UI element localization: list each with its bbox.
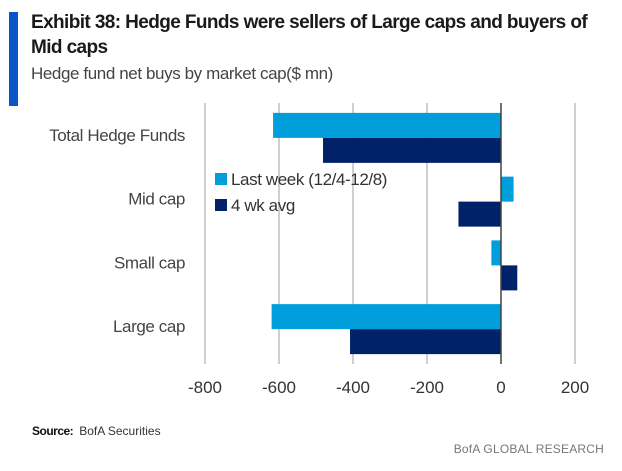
source-text: BofA Securities	[79, 424, 161, 438]
title-accent-bar	[9, 12, 18, 106]
source-note: Source: BofA Securities	[32, 424, 161, 438]
category-label: Large cap	[113, 317, 185, 336]
chart-title: Exhibit 38: Hedge Funds were sellers of …	[31, 12, 588, 58]
category-label: Total Hedge Funds	[49, 126, 185, 145]
bar-4wk-avg	[458, 201, 501, 227]
legend-label: 4 wk avg	[231, 196, 295, 215]
x-tick-label: 0	[496, 378, 505, 397]
bar-4wk-avg	[501, 265, 518, 291]
chart-subtitle: Hedge fund net buys by market cap($ mn)	[31, 64, 333, 83]
legend-swatch	[215, 173, 227, 185]
bar-4wk-avg	[350, 329, 501, 355]
x-tick-label: 200	[561, 378, 589, 397]
x-tick-label: -600	[262, 378, 296, 397]
legend-swatch	[215, 199, 227, 211]
bar-last-week	[491, 240, 501, 266]
x-tick-label: -200	[410, 378, 444, 397]
bar-last-week	[501, 176, 514, 202]
x-tick-label: -800	[188, 378, 222, 397]
bar-last-week	[273, 112, 501, 138]
x-tick-label: -400	[336, 378, 370, 397]
bar-4wk-avg	[323, 137, 501, 163]
category-label: Mid cap	[128, 190, 185, 209]
bar-last-week	[271, 304, 501, 330]
source-label: Source:	[32, 424, 74, 438]
brand-label: BofA GLOBAL RESEARCH	[453, 442, 604, 456]
legend-label: Last week (12/4-12/8)	[231, 170, 387, 189]
category-label: Small cap	[114, 253, 185, 272]
